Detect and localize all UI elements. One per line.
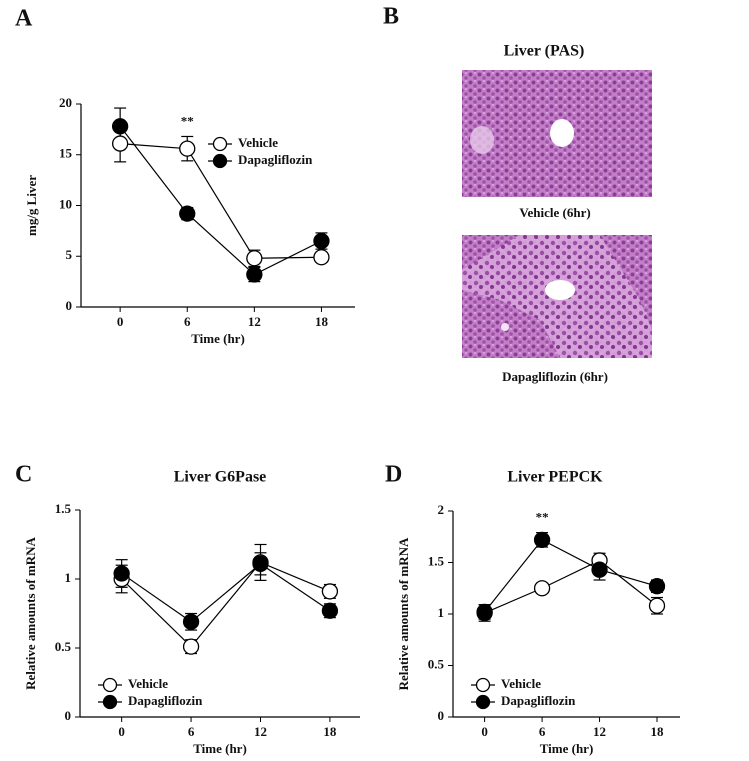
y-tick-label: 0.5 xyxy=(428,656,445,671)
x-tick-label: 12 xyxy=(593,724,606,739)
panel-label: D xyxy=(385,462,402,488)
legend-marker xyxy=(102,677,118,693)
legend-marker xyxy=(212,136,228,152)
x-tick-label: 18 xyxy=(315,314,329,329)
marker xyxy=(321,602,339,619)
marker xyxy=(533,580,551,597)
y-tick-label: 1.5 xyxy=(428,553,445,568)
image-caption: Dapagliflozin (6hr) xyxy=(502,369,608,384)
y-axis-label: Relative amounts of mRNA xyxy=(23,537,38,690)
y-tick-label: 1 xyxy=(438,605,445,620)
marker xyxy=(111,135,129,152)
marker xyxy=(246,250,263,267)
x-tick-label: 18 xyxy=(323,724,337,739)
y-tick-label: 1.5 xyxy=(55,501,72,516)
series-line xyxy=(121,563,331,623)
y-tick-label: 0 xyxy=(66,298,73,313)
legend-label: Dapagliflozin xyxy=(238,152,313,167)
series-line xyxy=(484,539,658,613)
panel-label: A xyxy=(15,6,33,32)
legend-label: Vehicle xyxy=(128,676,168,691)
series-line xyxy=(119,125,322,276)
marker xyxy=(182,613,200,630)
chart-title: Liver G6Pase xyxy=(174,469,267,486)
x-tick-label: 0 xyxy=(118,724,125,739)
marker xyxy=(179,205,196,222)
x-tick-label: 6 xyxy=(539,724,546,739)
marker xyxy=(179,140,196,157)
marker xyxy=(591,561,608,578)
marker xyxy=(246,266,263,283)
y-axis-label: mg/g Liver xyxy=(24,175,39,236)
marker xyxy=(113,565,130,582)
marker xyxy=(648,578,666,595)
x-tick-label: 0 xyxy=(117,314,124,329)
y-tick-label: 0 xyxy=(65,708,72,723)
marker xyxy=(648,597,666,614)
marker xyxy=(313,249,330,266)
legend-marker xyxy=(475,677,491,693)
panel-label: B xyxy=(383,4,399,30)
marker xyxy=(111,118,129,135)
image-title: Liver (PAS) xyxy=(504,43,585,60)
legend-label: Vehicle xyxy=(238,135,278,150)
marker xyxy=(252,555,269,572)
y-tick-label: 0.5 xyxy=(55,639,72,654)
y-tick-label: 15 xyxy=(59,146,73,161)
annotation: ** xyxy=(181,113,194,128)
x-tick-label: 0 xyxy=(481,724,488,739)
x-axis-label: Time (hr) xyxy=(540,741,594,756)
marker xyxy=(533,531,551,548)
marker xyxy=(321,583,339,600)
image-caption: Vehicle (6hr) xyxy=(519,205,590,220)
y-axis-label: Relative amounts of mRNA xyxy=(396,537,411,690)
legend-marker xyxy=(212,153,228,169)
series-line xyxy=(484,559,658,614)
y-tick-label: 2 xyxy=(438,502,445,517)
x-tick-label: 12 xyxy=(254,724,267,739)
legend-marker xyxy=(102,694,118,710)
annotation: ** xyxy=(536,510,549,525)
y-tick-label: 0 xyxy=(438,708,445,723)
x-tick-label: 18 xyxy=(651,724,665,739)
marker xyxy=(476,603,493,621)
x-axis-label: Time (hr) xyxy=(193,741,247,756)
legend-marker xyxy=(475,694,491,710)
histology-image xyxy=(462,235,652,358)
marker xyxy=(182,638,200,655)
y-tick-label: 1 xyxy=(65,570,72,585)
x-tick-label: 12 xyxy=(248,314,261,329)
y-tick-label: 20 xyxy=(59,95,72,110)
legend-label: Vehicle xyxy=(501,676,541,691)
legend-label: Dapagliflozin xyxy=(501,693,576,708)
marker xyxy=(313,232,330,250)
x-tick-label: 6 xyxy=(188,724,195,739)
x-axis-label: Time (hr) xyxy=(191,331,245,346)
histology-image xyxy=(462,70,652,197)
legend-label: Dapagliflozin xyxy=(128,693,203,708)
series-line xyxy=(121,561,331,648)
chart-title: Liver PEPCK xyxy=(507,469,603,486)
x-tick-label: 6 xyxy=(184,314,191,329)
y-tick-label: 5 xyxy=(66,247,73,262)
panel-label: C xyxy=(15,462,32,488)
y-tick-label: 10 xyxy=(59,196,72,211)
